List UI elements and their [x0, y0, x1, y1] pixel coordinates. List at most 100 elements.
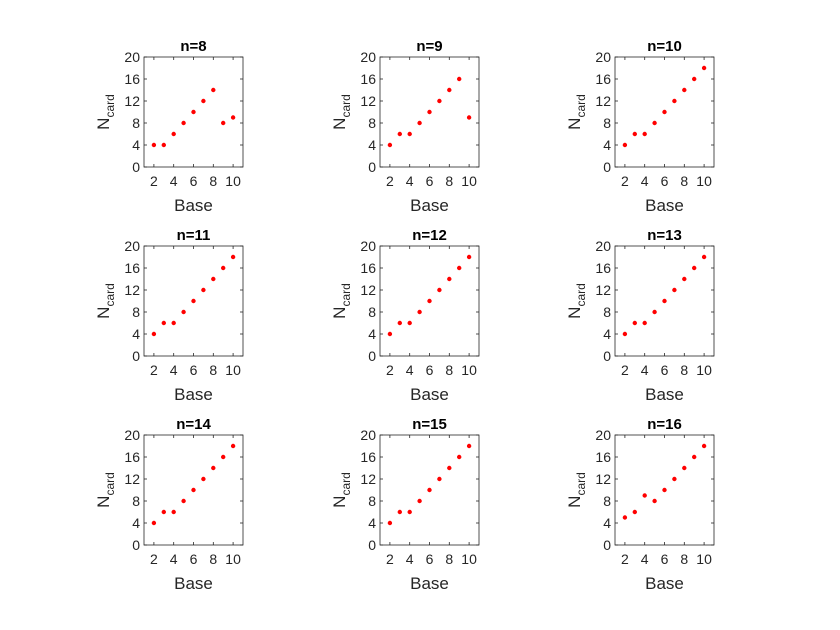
data-point	[692, 454, 697, 460]
data-point	[692, 265, 697, 271]
data-point	[642, 131, 647, 137]
data-point	[397, 320, 402, 326]
x-tick-label: 6	[190, 362, 198, 378]
y-axis-label-main: N	[94, 118, 113, 130]
data-point	[622, 331, 628, 337]
panel-title: n=12	[412, 227, 447, 244]
data-point	[447, 465, 452, 471]
x-tick-label: 6	[190, 551, 198, 567]
x-tick-label: 2	[621, 362, 629, 378]
y-tick-label: 20	[124, 49, 140, 65]
data-point	[692, 76, 697, 82]
x-tick-label: 4	[406, 362, 414, 378]
data-point	[387, 520, 393, 526]
x-tick-label: 8	[209, 173, 217, 189]
data-point	[632, 131, 637, 137]
y-tick-label: 0	[368, 537, 376, 553]
data-point	[701, 443, 707, 449]
y-axis-label-main: N	[330, 118, 349, 130]
panel-title: n=11	[177, 227, 211, 244]
y-tick-label: 0	[603, 537, 611, 553]
y-tick-label: 8	[132, 304, 140, 320]
y-tick-label: 12	[595, 282, 611, 298]
y-tick-label: 20	[595, 427, 611, 443]
data-point	[701, 65, 707, 71]
y-tick-label: 16	[595, 71, 611, 87]
panel-title: n=15	[412, 416, 447, 433]
data-point	[397, 131, 402, 137]
x-tick-label: 4	[406, 551, 414, 567]
x-tick-label: 2	[150, 362, 158, 378]
panel-title: n=8	[180, 38, 206, 55]
data-point	[151, 520, 157, 526]
data-point	[407, 131, 412, 137]
data-point	[181, 309, 186, 315]
y-axis-label: Ncard	[94, 94, 117, 130]
data-point	[466, 115, 472, 120]
data-point	[387, 331, 393, 337]
data-point	[682, 87, 687, 93]
data-point	[672, 476, 677, 482]
y-tick-label: 20	[124, 427, 140, 443]
y-tick-label: 0	[368, 348, 376, 364]
y-tick-label: 12	[595, 471, 611, 487]
y-tick-label: 4	[132, 515, 140, 531]
x-tick-label: 2	[150, 173, 158, 189]
y-tick-label: 0	[603, 159, 611, 175]
data-point	[221, 265, 226, 271]
data-point	[161, 509, 166, 515]
y-axis-label-subscript: card	[103, 283, 117, 306]
y-axis-label-main: N	[565, 307, 584, 319]
x-tick-label: 8	[445, 551, 453, 567]
data-point	[151, 331, 157, 337]
y-axis-label: Ncard	[565, 283, 588, 319]
y-tick-label: 0	[132, 537, 140, 553]
x-tick-label: 4	[641, 362, 649, 378]
data-point	[457, 76, 462, 82]
data-point	[662, 109, 667, 115]
x-tick-label: 2	[386, 173, 394, 189]
data-point	[672, 98, 677, 104]
y-tick-label: 20	[360, 427, 376, 443]
x-tick-label: 6	[661, 173, 669, 189]
data-point	[622, 142, 628, 148]
y-axis-label-subscript: card	[339, 283, 353, 306]
data-point	[201, 98, 206, 104]
x-tick-label: 2	[621, 173, 629, 189]
data-point	[632, 320, 637, 326]
y-axis-label: Ncard	[565, 472, 588, 508]
y-axis-label-main: N	[565, 496, 584, 508]
y-tick-label: 0	[368, 159, 376, 175]
y-tick-label: 4	[368, 515, 376, 531]
x-axis-label: Base	[174, 385, 213, 404]
x-tick-label: 10	[461, 551, 477, 567]
data-point	[221, 120, 226, 126]
x-tick-label: 2	[386, 362, 394, 378]
x-axis-label: Base	[645, 196, 684, 215]
x-tick-label: 10	[696, 173, 712, 189]
x-tick-label: 10	[696, 551, 712, 567]
data-point	[191, 487, 196, 493]
data-point	[622, 515, 628, 520]
panel-title: n=16	[647, 416, 682, 433]
data-point	[211, 87, 216, 93]
x-axis-label: Base	[645, 574, 684, 593]
y-axis-label: Ncard	[330, 283, 353, 319]
data-point	[407, 509, 412, 515]
y-tick-label: 16	[124, 71, 140, 87]
data-point	[632, 509, 637, 515]
y-tick-label: 12	[124, 282, 140, 298]
data-point	[447, 87, 452, 93]
data-point	[191, 109, 196, 115]
data-point	[662, 487, 667, 493]
x-tick-label: 6	[190, 173, 198, 189]
x-tick-label: 8	[209, 362, 217, 378]
y-tick-label: 16	[595, 260, 611, 276]
y-tick-label: 16	[595, 449, 611, 465]
x-axis-label: Base	[410, 385, 449, 404]
y-tick-label: 16	[360, 71, 376, 87]
